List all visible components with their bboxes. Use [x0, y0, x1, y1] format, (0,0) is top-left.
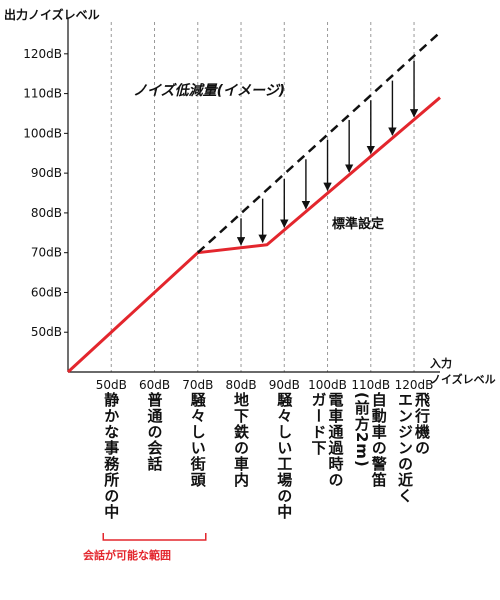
situation-label: 騒々しい街頭 — [188, 392, 207, 488]
x-tick-label: 110dB — [351, 378, 390, 392]
situation-label: 電車通過時の ガード下 — [309, 392, 345, 488]
x-tick-label: 80dB — [225, 378, 256, 392]
x-axis-title: 入力 ノイズレベル — [430, 356, 496, 388]
y-tick-label: 100dB — [23, 126, 62, 140]
situation-label: 地下鉄の車内 — [232, 392, 251, 488]
situation-label: 自動車の警笛 (前方2m) — [352, 392, 388, 488]
y-tick-label: 90dB — [31, 166, 62, 180]
standard-setting-label: 標準設定 — [332, 217, 385, 232]
y-tick-label: 60dB — [31, 285, 62, 299]
y-tick-label: 110dB — [23, 87, 62, 101]
standard-setting-line — [66, 96, 441, 374]
conversation-range-bracket — [102, 533, 207, 541]
reduction-arrows — [236, 60, 419, 246]
chart-title: ノイズ低減量(イメージ) — [133, 83, 286, 99]
series-lines — [66, 31, 441, 374]
y-tick-label: 80dB — [31, 206, 62, 220]
range-bracket — [102, 533, 207, 541]
x-tick-label: 100dB — [308, 378, 347, 392]
conversation-range-note: 会話が可能な範囲 — [83, 549, 171, 562]
x-tick-label: 90dB — [269, 378, 300, 392]
situation-label: 普通の会話 — [145, 392, 164, 472]
no-reduction-dashed-line — [196, 31, 441, 254]
y-tick-label: 70dB — [31, 246, 62, 260]
tick-labels: 50dB 60dB 70dB 80dB 90dB 100dB 110dB 120dB 50dB 6… — [23, 47, 433, 392]
x-axis-title-line-2: ノイズレベル — [430, 373, 496, 386]
y-tick-label: 50dB — [31, 325, 62, 339]
x-tick-label: 60dB — [139, 378, 170, 392]
y-axis-title: 出力ノイズレベル — [4, 8, 100, 22]
x-axis-title-line-1: 入力 — [430, 357, 452, 370]
x-tick-label: 50dB — [96, 378, 127, 392]
x-tick-label: 120dB — [395, 378, 434, 392]
y-tick-label: 120dB — [23, 47, 62, 61]
x-tick-label: 70dB — [182, 378, 213, 392]
situation-label: 飛行機の エンジンの近く — [396, 392, 432, 504]
grid-lines — [110, 22, 415, 372]
axes — [67, 18, 440, 373]
situation-label: 騒々しい工場の中 — [275, 392, 294, 520]
situation-label: 静かな事務所の中 — [102, 392, 121, 520]
